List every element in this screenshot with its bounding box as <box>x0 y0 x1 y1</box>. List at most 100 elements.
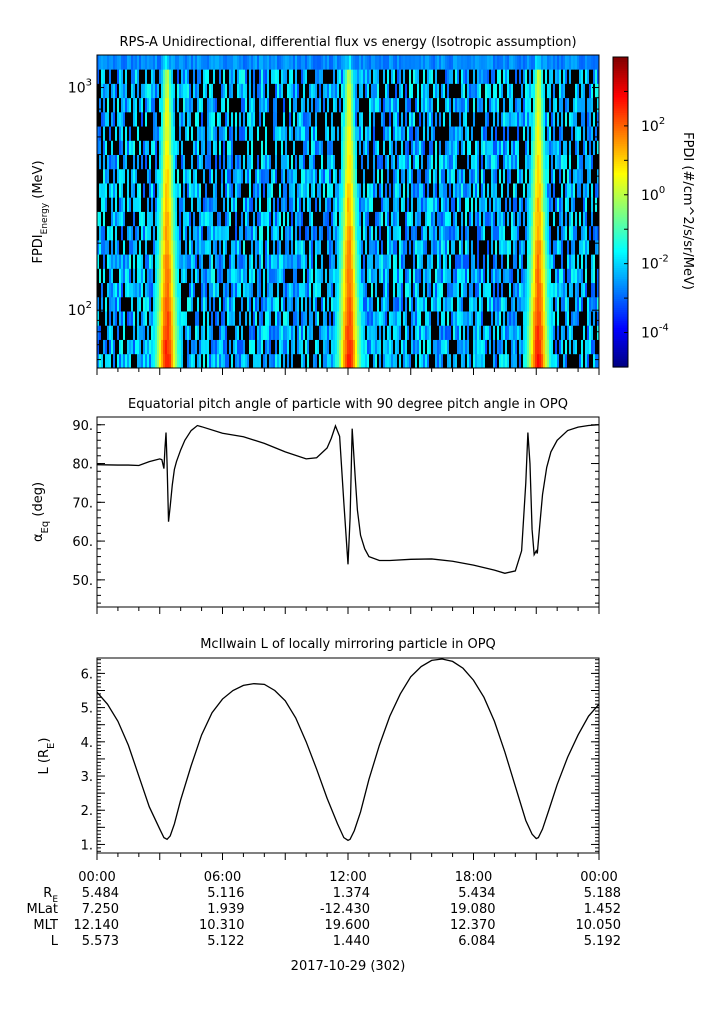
spectrogram-cell <box>149 83 152 99</box>
spectrogram-cell <box>463 311 466 326</box>
spectrogram-cell <box>429 311 432 326</box>
spectrogram-cell <box>503 126 506 141</box>
spectrogram-cell <box>401 168 404 184</box>
spectrogram-cell <box>365 83 368 99</box>
spectrogram-cell <box>507 339 510 355</box>
spectrogram-cell <box>421 97 424 113</box>
spectrogram-cell <box>471 211 474 227</box>
spectrogram-cell <box>583 325 586 340</box>
spectrogram-cell <box>409 311 412 326</box>
spectrogram-cell <box>545 140 548 155</box>
spectrogram-cell <box>585 225 588 241</box>
spectrogram-cell <box>347 325 350 340</box>
spectrogram-cell <box>265 254 268 269</box>
spectrogram-cell <box>411 126 414 141</box>
spectrogram-cell <box>245 282 248 298</box>
spectrogram-cell <box>225 325 228 340</box>
spectrogram-cell <box>509 296 512 312</box>
spectrogram-cell <box>145 168 148 184</box>
spectrogram-cell <box>503 268 506 284</box>
spectrogram-cell <box>237 268 240 284</box>
spectrogram-cell <box>559 154 562 170</box>
spectrogram-cell <box>415 225 418 241</box>
spectrogram-cell <box>503 254 506 269</box>
spectrogram-cell <box>277 254 280 269</box>
spectrogram-cell <box>363 282 366 298</box>
spectrogram-cell <box>485 268 488 284</box>
spectrogram-cell <box>593 225 596 241</box>
spectrogram-cell <box>395 211 398 227</box>
spectrogram-cell <box>447 97 450 113</box>
spectrogram-cell <box>443 97 446 113</box>
spectrogram-cell <box>113 325 116 340</box>
spectrogram-cell <box>401 225 404 241</box>
spectrogram-cell <box>131 254 134 269</box>
spectrogram-cell <box>495 282 498 298</box>
spectrogram-cell <box>375 325 378 340</box>
spectrogram-cell <box>557 311 560 326</box>
spectrogram-cell <box>463 154 466 170</box>
spectrogram-cell <box>391 126 394 141</box>
spectrogram-cell <box>269 296 272 312</box>
spectrogram-cell <box>127 268 130 284</box>
spectrogram-cell <box>333 211 336 227</box>
spectrogram-cell <box>421 154 424 170</box>
spectrogram-cell <box>331 183 334 198</box>
spectrogram-cell <box>249 154 252 170</box>
spectrogram-cell <box>585 268 588 284</box>
spectrogram-cell <box>587 239 590 255</box>
spectrogram-cell <box>177 296 180 312</box>
spectrogram-cell <box>411 97 414 113</box>
spectrogram-cell <box>441 197 444 212</box>
spectrogram-cell <box>233 225 236 241</box>
spectrogram-cell <box>217 126 220 141</box>
spectrogram-cell <box>223 254 226 269</box>
spectrogram-cell <box>213 339 216 355</box>
spectrogram-cell <box>507 183 510 198</box>
spectrogram-cell <box>139 268 142 284</box>
spectrogram-cell <box>201 339 204 355</box>
spectrogram-cell <box>145 282 148 298</box>
spectrogram-cell <box>449 83 452 99</box>
spectrogram-cell <box>107 126 110 141</box>
spectrogram-cell <box>143 126 146 141</box>
spectrogram-cell <box>403 239 406 255</box>
spectrogram-cell <box>371 225 374 241</box>
spectrogram-cell <box>421 225 424 241</box>
spectrogram-cell <box>251 211 254 227</box>
spectrogram-cell <box>475 225 478 241</box>
spectrogram-cell <box>583 311 586 326</box>
spectrogram-cell <box>399 197 402 212</box>
spectrogram-cell <box>511 197 514 212</box>
spectrogram-cell <box>185 126 188 141</box>
spectrogram-cell <box>297 140 300 155</box>
spectrogram-cell <box>443 83 446 99</box>
spectrogram-cell <box>345 168 348 184</box>
spectrogram-cell <box>299 168 302 184</box>
spectrogram-cell <box>199 83 202 99</box>
spectrogram-cell <box>245 97 248 113</box>
spectrogram-cell <box>509 97 512 113</box>
spectrogram-cell <box>413 296 416 312</box>
spectrogram-cell <box>573 168 576 184</box>
spectrogram-cell <box>491 282 494 298</box>
spectrogram-cell <box>115 296 118 312</box>
spectrogram-cell <box>483 311 486 326</box>
spectrogram-cell <box>205 211 208 227</box>
spectrogram-cell <box>209 339 212 355</box>
spectrogram-cell <box>419 154 422 170</box>
spectrogram-cell <box>187 353 190 369</box>
spectrogram-cell <box>421 83 424 99</box>
spectrogram-cell <box>501 154 504 170</box>
spectrogram-cell <box>125 239 128 255</box>
spectrogram-cell <box>181 296 184 312</box>
spectrogram-cell <box>511 97 514 113</box>
spectrogram-cell <box>385 111 388 127</box>
spectrogram-cell <box>145 254 148 269</box>
spectrogram-cell <box>313 140 316 155</box>
spectrogram-cell <box>369 197 372 212</box>
spectrogram-cell <box>279 83 282 99</box>
spectrogram-cell <box>359 168 362 184</box>
spectrogram-cell <box>207 268 210 284</box>
spectrogram-cell <box>395 140 398 155</box>
